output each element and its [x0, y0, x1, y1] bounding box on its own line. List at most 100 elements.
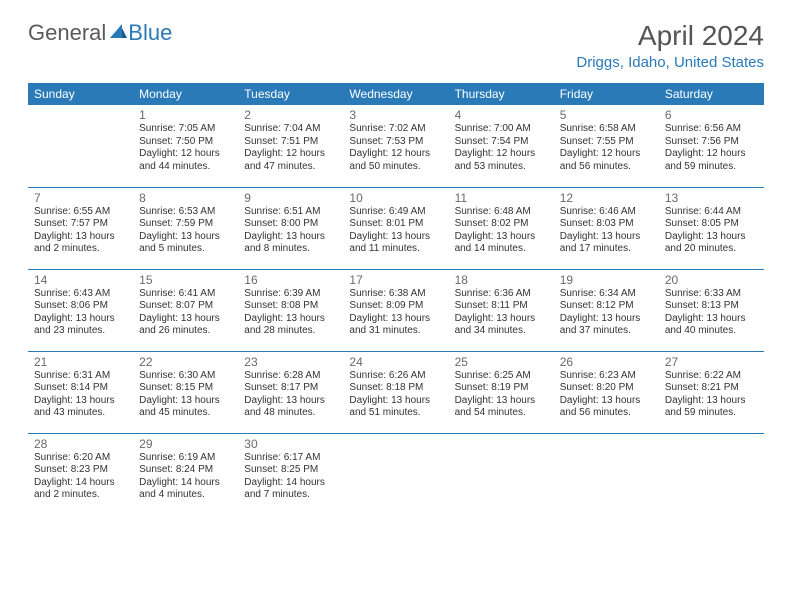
- day-sunset: Sunset: 8:11 PM: [455, 300, 548, 313]
- day-number: 3: [349, 108, 442, 122]
- day-daylight1: Daylight: 13 hours: [665, 395, 758, 408]
- day-sunrise: Sunrise: 6:17 AM: [244, 452, 337, 465]
- day-number: 5: [560, 108, 653, 122]
- day-sunset: Sunset: 8:13 PM: [665, 300, 758, 313]
- day-daylight1: Daylight: 13 hours: [244, 313, 337, 326]
- day-daylight1: Daylight: 13 hours: [244, 395, 337, 408]
- day-cell: 6Sunrise: 6:56 AMSunset: 7:56 PMDaylight…: [659, 105, 764, 187]
- day-daylight2: and 17 minutes.: [560, 243, 653, 256]
- day-cell: [449, 433, 554, 515]
- day-sunrise: Sunrise: 6:22 AM: [665, 370, 758, 383]
- day-daylight1: Daylight: 13 hours: [560, 395, 653, 408]
- day-sunset: Sunset: 8:00 PM: [244, 218, 337, 231]
- day-sunset: Sunset: 8:19 PM: [455, 382, 548, 395]
- day-cell: 26Sunrise: 6:23 AMSunset: 8:20 PMDayligh…: [554, 351, 659, 433]
- day-daylight1: Daylight: 13 hours: [560, 313, 653, 326]
- day-sunrise: Sunrise: 6:51 AM: [244, 206, 337, 219]
- day-daylight1: Daylight: 13 hours: [34, 395, 127, 408]
- day-daylight1: Daylight: 12 hours: [455, 148, 548, 161]
- day-number: 21: [34, 355, 127, 369]
- day-sunrise: Sunrise: 6:49 AM: [349, 206, 442, 219]
- day-daylight2: and 53 minutes.: [455, 161, 548, 174]
- day-cell: 1Sunrise: 7:05 AMSunset: 7:50 PMDaylight…: [133, 105, 238, 187]
- day-number: 12: [560, 191, 653, 205]
- day-sunrise: Sunrise: 6:56 AM: [665, 123, 758, 136]
- day-daylight1: Daylight: 13 hours: [139, 231, 232, 244]
- logo-text-1: General: [28, 20, 106, 46]
- day-cell: 25Sunrise: 6:25 AMSunset: 8:19 PMDayligh…: [449, 351, 554, 433]
- day-daylight2: and 28 minutes.: [244, 325, 337, 338]
- day-daylight1: Daylight: 14 hours: [34, 477, 127, 490]
- day-daylight2: and 14 minutes.: [455, 243, 548, 256]
- day-number: 6: [665, 108, 758, 122]
- day-cell: 8Sunrise: 6:53 AMSunset: 7:59 PMDaylight…: [133, 187, 238, 269]
- day-daylight1: Daylight: 13 hours: [455, 313, 548, 326]
- day-sunset: Sunset: 7:57 PM: [34, 218, 127, 231]
- day-sunrise: Sunrise: 6:48 AM: [455, 206, 548, 219]
- day-cell: 16Sunrise: 6:39 AMSunset: 8:08 PMDayligh…: [238, 269, 343, 351]
- day-cell: [343, 433, 448, 515]
- day-daylight2: and 4 minutes.: [139, 489, 232, 502]
- calendar-table: Sunday Monday Tuesday Wednesday Thursday…: [28, 83, 764, 515]
- day-daylight1: Daylight: 13 hours: [139, 395, 232, 408]
- day-sunrise: Sunrise: 7:05 AM: [139, 123, 232, 136]
- logo-sail-icon: [108, 20, 128, 46]
- day-sunrise: Sunrise: 6:38 AM: [349, 288, 442, 301]
- day-sunset: Sunset: 7:55 PM: [560, 136, 653, 149]
- day-sunrise: Sunrise: 7:02 AM: [349, 123, 442, 136]
- day-sunset: Sunset: 8:12 PM: [560, 300, 653, 313]
- day-daylight2: and 2 minutes.: [34, 243, 127, 256]
- day-sunrise: Sunrise: 6:30 AM: [139, 370, 232, 383]
- day-cell: 30Sunrise: 6:17 AMSunset: 8:25 PMDayligh…: [238, 433, 343, 515]
- day-sunrise: Sunrise: 7:00 AM: [455, 123, 548, 136]
- day-daylight1: Daylight: 14 hours: [244, 477, 337, 490]
- day-sunset: Sunset: 7:59 PM: [139, 218, 232, 231]
- day-number: 18: [455, 273, 548, 287]
- day-daylight2: and 54 minutes.: [455, 407, 548, 420]
- day-daylight1: Daylight: 13 hours: [34, 231, 127, 244]
- day-daylight1: Daylight: 13 hours: [139, 313, 232, 326]
- day-sunrise: Sunrise: 6:34 AM: [560, 288, 653, 301]
- day-header-wed: Wednesday: [343, 83, 448, 105]
- day-cell: 14Sunrise: 6:43 AMSunset: 8:06 PMDayligh…: [28, 269, 133, 351]
- day-daylight2: and 31 minutes.: [349, 325, 442, 338]
- day-cell: 5Sunrise: 6:58 AMSunset: 7:55 PMDaylight…: [554, 105, 659, 187]
- day-cell: 13Sunrise: 6:44 AMSunset: 8:05 PMDayligh…: [659, 187, 764, 269]
- day-sunset: Sunset: 8:15 PM: [139, 382, 232, 395]
- day-number: 27: [665, 355, 758, 369]
- day-number: 10: [349, 191, 442, 205]
- day-sunset: Sunset: 8:18 PM: [349, 382, 442, 395]
- day-number: 13: [665, 191, 758, 205]
- day-cell: 2Sunrise: 7:04 AMSunset: 7:51 PMDaylight…: [238, 105, 343, 187]
- day-daylight2: and 43 minutes.: [34, 407, 127, 420]
- day-header-sat: Saturday: [659, 83, 764, 105]
- day-header-tue: Tuesday: [238, 83, 343, 105]
- week-row: 21Sunrise: 6:31 AMSunset: 8:14 PMDayligh…: [28, 351, 764, 433]
- week-row: 28Sunrise: 6:20 AMSunset: 8:23 PMDayligh…: [28, 433, 764, 515]
- day-cell: 22Sunrise: 6:30 AMSunset: 8:15 PMDayligh…: [133, 351, 238, 433]
- day-daylight2: and 48 minutes.: [244, 407, 337, 420]
- day-sunset: Sunset: 8:24 PM: [139, 464, 232, 477]
- day-daylight1: Daylight: 13 hours: [455, 395, 548, 408]
- day-number: 22: [139, 355, 232, 369]
- month-title: April 2024: [576, 20, 764, 52]
- day-number: 4: [455, 108, 548, 122]
- logo: General Blue: [28, 20, 172, 46]
- day-cell: 9Sunrise: 6:51 AMSunset: 8:00 PMDaylight…: [238, 187, 343, 269]
- day-sunrise: Sunrise: 6:23 AM: [560, 370, 653, 383]
- day-daylight1: Daylight: 13 hours: [244, 231, 337, 244]
- day-daylight1: Daylight: 13 hours: [349, 395, 442, 408]
- day-daylight1: Daylight: 12 hours: [139, 148, 232, 161]
- day-sunset: Sunset: 8:17 PM: [244, 382, 337, 395]
- day-cell: 12Sunrise: 6:46 AMSunset: 8:03 PMDayligh…: [554, 187, 659, 269]
- day-sunset: Sunset: 8:23 PM: [34, 464, 127, 477]
- day-daylight2: and 56 minutes.: [560, 407, 653, 420]
- day-sunrise: Sunrise: 6:46 AM: [560, 206, 653, 219]
- day-daylight2: and 47 minutes.: [244, 161, 337, 174]
- week-row: 7Sunrise: 6:55 AMSunset: 7:57 PMDaylight…: [28, 187, 764, 269]
- day-daylight1: Daylight: 12 hours: [244, 148, 337, 161]
- day-cell: 11Sunrise: 6:48 AMSunset: 8:02 PMDayligh…: [449, 187, 554, 269]
- day-sunset: Sunset: 8:06 PM: [34, 300, 127, 313]
- day-sunrise: Sunrise: 6:41 AM: [139, 288, 232, 301]
- day-daylight2: and 59 minutes.: [665, 161, 758, 174]
